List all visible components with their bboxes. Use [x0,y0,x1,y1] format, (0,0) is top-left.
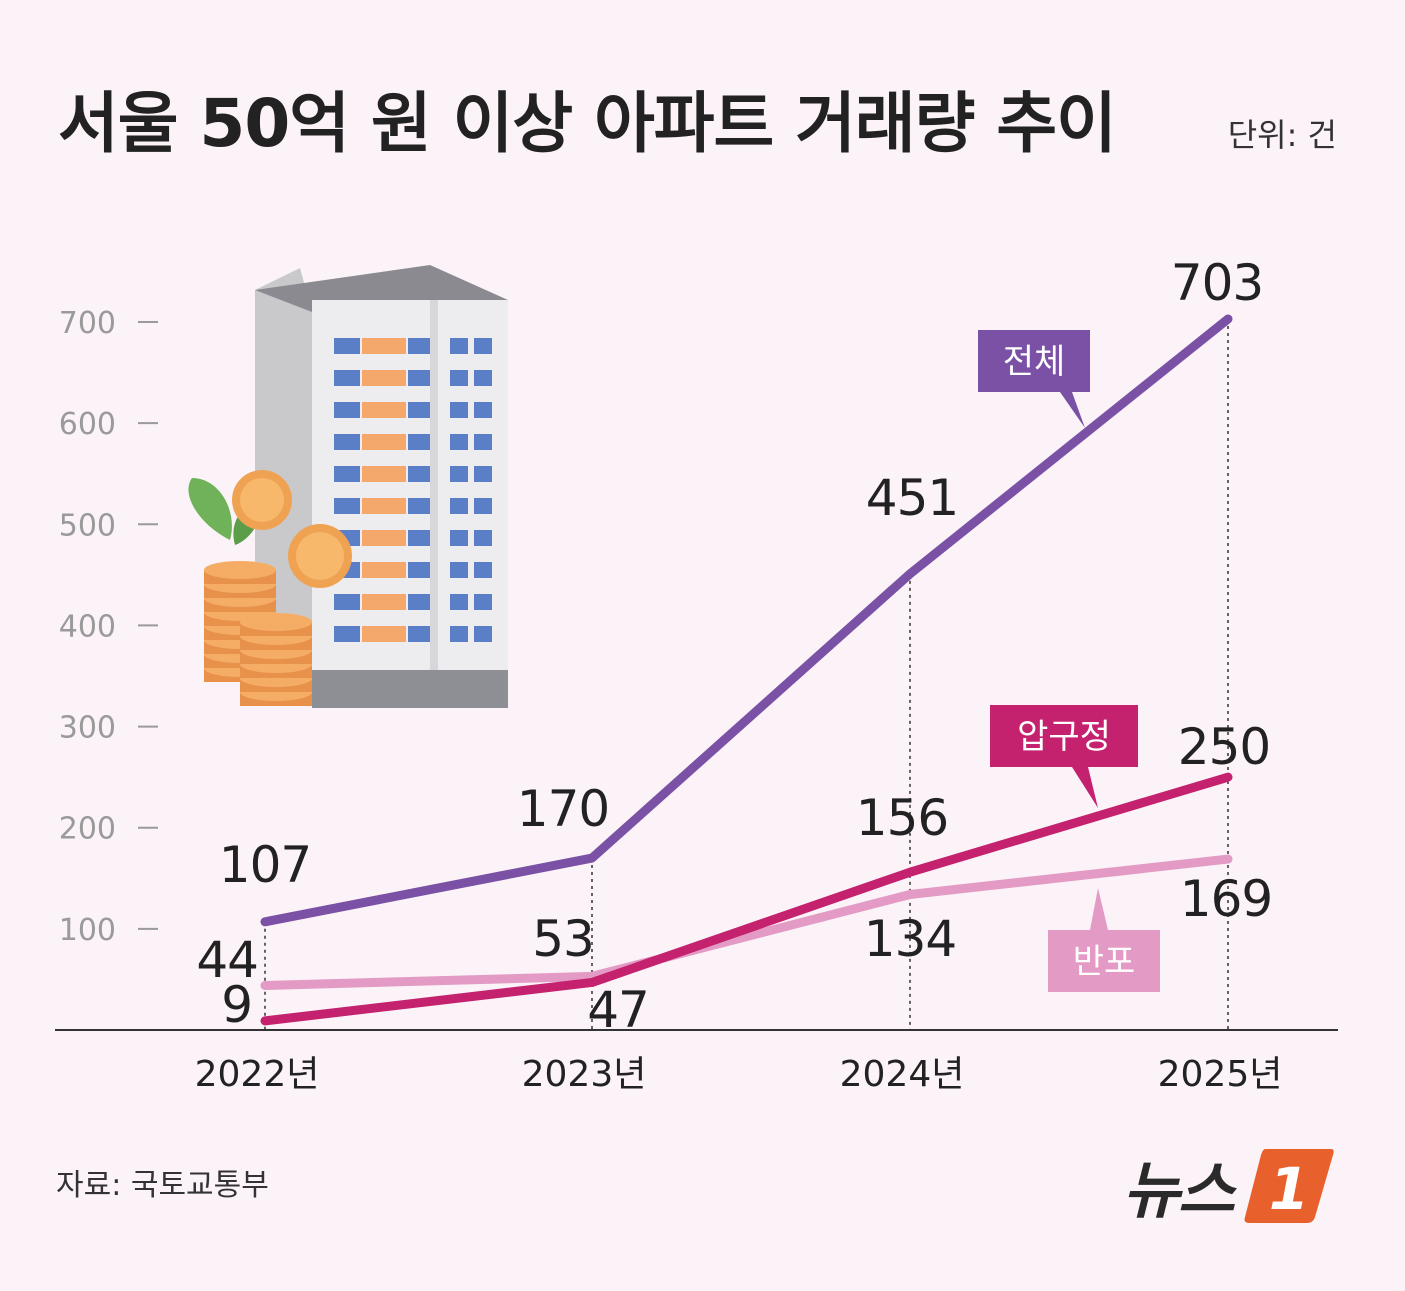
data-point [909,893,911,896]
data-label: 170 [517,780,609,838]
x-tick-label: 2023년 [522,1054,647,1095]
y-tick-label: 300 [59,711,116,746]
series-line-1 [260,772,1233,1026]
guide-lines [264,318,1229,1030]
data-point [909,871,911,874]
legend-box [1048,930,1160,992]
data-point [1227,776,1229,779]
data-point [591,857,593,860]
legend-label: 전체 [1003,342,1066,382]
legend-label: 압구정 [1017,717,1111,757]
data-label: 44 [196,931,258,989]
data-label: 703 [1171,254,1263,312]
data-label: 451 [866,469,958,527]
source-note: 자료: 국토교통부 [56,1168,269,1203]
series-line-0 [260,314,1233,927]
data-label: 156 [856,789,948,847]
data-point [1227,317,1229,320]
x-tick-label: 2022년 [195,1054,320,1095]
data-point [264,984,266,987]
data-label: 134 [864,910,956,968]
data-point [264,920,266,923]
data-label: 169 [1180,870,1272,928]
legend-box [990,705,1138,767]
page-title: 서울 50억 원 이상 아파트 거래량 추이 [58,85,1117,162]
data-point [1227,858,1229,861]
coins-illustration-icon [188,470,352,706]
y-tick-label: 100 [59,913,116,948]
data-label: 250 [1178,718,1270,776]
data-label: 53 [532,910,594,968]
x-axis: 2022년 2023년 2024년 2025년 [195,1054,1283,1095]
y-tick-label: 400 [59,609,116,644]
news1-logo: 뉴스 1 [1123,1140,1335,1230]
data-point [264,1019,266,1022]
y-tick-label: 600 [59,407,116,442]
legend-box [978,330,1090,392]
x-tick-label: 2025년 [1158,1054,1283,1095]
data-point [591,981,593,984]
y-tick-label: 200 [59,812,116,847]
data-point [909,572,911,575]
series-line-2 [260,854,1233,990]
data-label: 107 [219,836,311,894]
data-point [591,975,593,978]
svg-text:1: 1 [1269,1155,1309,1223]
y-tick-label: 500 [59,508,116,543]
data-labels: 107 170 451 703 9 47 156 250 44 53 134 169 [196,254,1273,1039]
data-label: 47 [587,981,649,1039]
legend-label: 반포 [1073,942,1136,982]
logo-mark-icon: 1 [1244,1149,1334,1223]
y-tick-label: 700 [59,306,116,341]
x-tick-label: 2024년 [840,1054,965,1095]
y-axis: 100 200 300 400 500 600 700 [59,306,158,948]
unit-label: 단위: 건 [1227,116,1337,154]
data-label: 9 [221,976,252,1034]
logo-text: 뉴스 [1122,1154,1235,1227]
series-lines [260,314,1233,1026]
